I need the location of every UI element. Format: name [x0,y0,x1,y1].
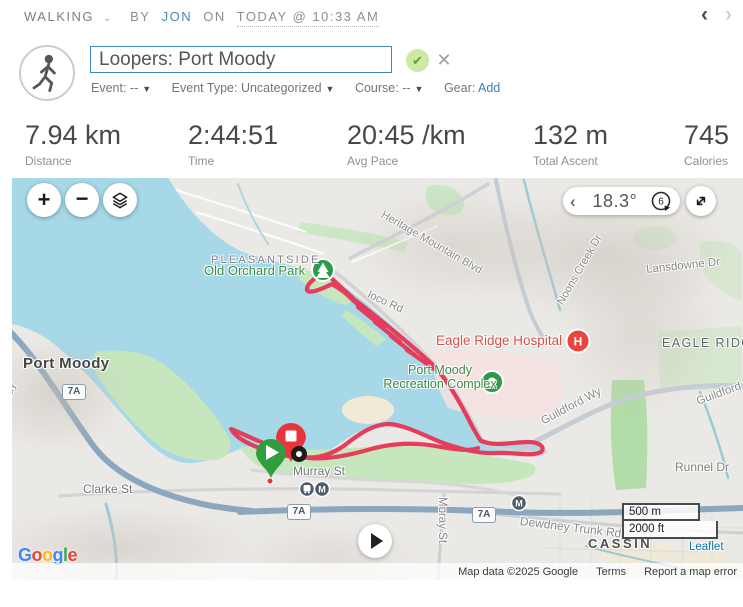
activity-title-input[interactable] [90,46,392,73]
playback-button[interactable] [358,524,392,558]
map-label-port-moody: Port Moody [23,355,110,372]
terms-link[interactable]: Terms [596,565,627,578]
highway-shield-7a: 7A [472,507,496,523]
heading-control[interactable]: ‹ 18.3° 6 [563,187,680,215]
map-label-pleasantside: PLEASANTSIDE [211,254,321,266]
activity-type-label: WALKING [24,9,94,24]
stat-total-ascent: 132 m Total Ascent [533,120,609,168]
map-label-clarke-st: Clarke St [83,482,133,496]
zoom-in-button[interactable]: + [27,183,61,217]
walking-person-icon [32,54,56,93]
map-label-cassin: CASSIN [588,536,653,551]
map-canvas[interactable]: H M M [12,178,743,580]
stat-avg-pace: 20:45 /km Avg Pace [347,120,466,168]
chevron-right-icon[interactable]: › [725,3,732,26]
map-label-moray-st: Moray St [436,497,448,544]
stat-time: 2:44:51 Time [188,120,279,168]
activity-avatar [19,45,75,101]
owner-link[interactable]: JON [161,9,193,24]
heading-value: 18.3° [592,190,638,211]
event-dropdown[interactable]: Event: -- ▼ [91,81,152,95]
zoom-out-button[interactable]: − [65,183,99,217]
start-pin[interactable] [256,439,286,485]
activity-header: WALKING ⌄ BY JON ON TODAY @ 10:33 AM [24,9,385,27]
activity-type-dropdown[interactable]: WALKING ⌄ [24,9,119,24]
map-data-credit: Map data ©2025 Google [458,565,579,578]
scale-imperial: 2000 ft [622,521,718,539]
course-dropdown[interactable]: Course: -- ▼ [354,81,424,95]
chevron-down-icon: ▼ [142,84,152,94]
by-label: BY [130,9,151,24]
play-icon [266,445,279,460]
play-icon [371,533,383,549]
activity-meta-row: Event: -- ▼ Event Type: Uncategorized ▼ Co… [91,81,517,95]
water-area [12,178,544,464]
leaflet-link[interactable]: Leaflet [689,541,724,553]
stop-square-icon [285,430,297,442]
map-attribution-bar: Map data ©2025 Google Terms Report a map… [12,563,743,580]
scale-metric: 500 m [622,503,700,521]
minus-icon: − [75,186,89,211]
on-label: ON [203,9,226,24]
layers-button[interactable] [103,183,137,217]
close-icon: ✕ [436,50,452,70]
map-label-rec-complex: Port Moody Recreation Complex [383,363,497,391]
activity-date-link[interactable]: TODAY @ 10:33 AM [236,9,380,27]
google-logo[interactable]: Google [18,545,78,565]
gear-group: Gear: Add [443,81,501,95]
map-label-runnel-dr: Runnel Dr [675,460,730,474]
map-label-eagle-ridge-hospital: Eagle Ridge Hospital [436,333,563,348]
report-error-link[interactable]: Report a map error [644,565,737,578]
map-label-murray-st: Murray St [293,464,346,478]
cancel-title-button[interactable]: ✕ [433,49,455,71]
stat-calories: 745 Calories [684,120,730,168]
map-label-eagle-ridge: EAGLE RIDGE [662,336,743,350]
chevron-left-icon: ‹ [570,191,576,211]
chevron-left-icon[interactable]: ‹ [701,3,708,26]
plus-icon: + [37,187,51,212]
chevron-down-icon: ▼ [414,84,424,94]
check-icon: ✔ [412,53,423,68]
add-gear-link[interactable]: Add [478,81,501,95]
highway-shield-7a: 7A [287,504,311,520]
lap-counter-icon: 6 [651,191,671,211]
fullscreen-button[interactable] [686,186,716,216]
chevron-down-icon: ▼ [325,84,335,94]
expand-icon [696,196,706,206]
layers-icon [112,192,128,209]
event-type-dropdown[interactable]: Event Type: Uncategorized ▼ [171,81,335,95]
map-label-old-orchard-park: Old Orchard Park [204,263,306,278]
chevron-down-icon: ⌄ [103,13,113,24]
highway-shield-7a: 7A [62,384,86,400]
save-title-button[interactable]: ✔ [406,49,429,72]
stat-distance: 7.94 km Distance [25,120,122,168]
lap-count: 6 [658,197,664,208]
end-pin[interactable] [276,423,306,462]
